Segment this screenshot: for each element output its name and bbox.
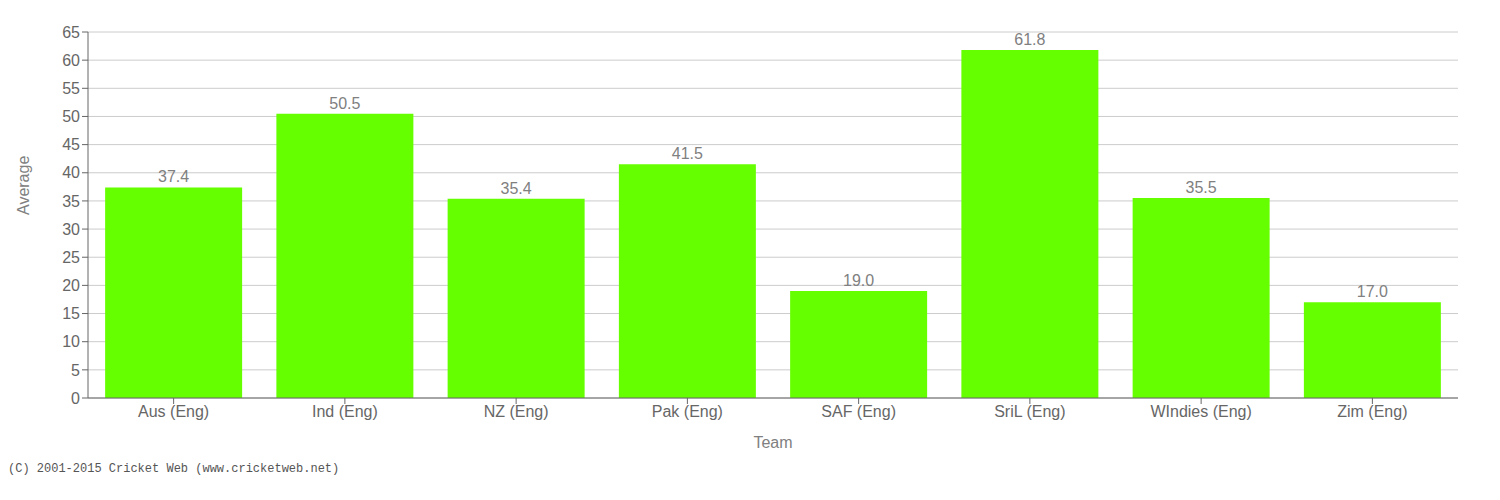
svg-text:55: 55	[62, 80, 80, 97]
svg-text:19.0: 19.0	[843, 272, 874, 289]
svg-text:35.4: 35.4	[501, 180, 532, 197]
html-text:(C) 2001-2015 Cricket Web (www: (C) 2001-2015 Cricket Web (www.cricketwe…	[8, 462, 340, 476]
svg-text:35.5: 35.5	[1186, 179, 1217, 196]
svg-text:45: 45	[62, 136, 80, 153]
svg-text:25: 25	[62, 249, 80, 266]
svg-text:WIndies (Eng): WIndies (Eng)	[1150, 403, 1251, 420]
svg-text:37.4: 37.4	[158, 168, 189, 185]
svg-text:Zim (Eng): Zim (Eng)	[1337, 403, 1407, 420]
svg-text:NZ (Eng): NZ (Eng)	[484, 403, 549, 420]
svg-text:17.0: 17.0	[1357, 283, 1388, 300]
svg-text:Pak (Eng): Pak (Eng)	[652, 403, 723, 420]
svg-text:10: 10	[62, 333, 80, 350]
svg-text:40: 40	[62, 164, 80, 181]
svg-text:50: 50	[62, 108, 80, 125]
svg-text:Team: Team	[753, 434, 792, 451]
svg-text:35: 35	[62, 193, 80, 210]
svg-text:65: 65	[62, 24, 80, 41]
svg-text:20: 20	[62, 277, 80, 294]
svg-text:41.5: 41.5	[672, 145, 703, 162]
svg-text:5: 5	[71, 362, 80, 379]
svg-text:30: 30	[62, 221, 80, 238]
svg-text:0: 0	[71, 390, 80, 407]
svg-text:60: 60	[62, 52, 80, 69]
svg-text:Aus (Eng): Aus (Eng)	[138, 403, 209, 420]
svg-text:50.5: 50.5	[329, 95, 360, 112]
svg-text:Average: Average	[15, 156, 32, 215]
svg-text:SAF (Eng): SAF (Eng)	[821, 403, 896, 420]
svg-text:15: 15	[62, 305, 80, 322]
svg-text:SriL (Eng): SriL (Eng)	[994, 403, 1065, 420]
svg-text:61.8: 61.8	[1014, 31, 1045, 48]
svg-text:Ind (Eng): Ind (Eng)	[312, 403, 378, 420]
